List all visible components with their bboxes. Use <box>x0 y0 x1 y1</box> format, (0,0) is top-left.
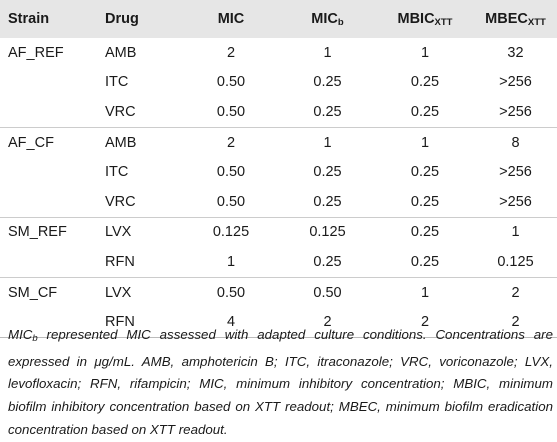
table-row: SM_CF LVX 0.50 0.50 1 2 <box>0 276 557 308</box>
cell-strain: SM_CF <box>0 276 103 308</box>
cell-mbec-xtt: 0.125 <box>497 253 534 270</box>
cell-mbec-xtt: 1 <box>474 216 557 248</box>
cell-drug: AMB <box>105 44 137 61</box>
cell-micb: 1 <box>323 44 332 61</box>
cell-mbic-xtt: 1 <box>376 126 474 158</box>
cell-micb: 0.50 <box>279 276 376 308</box>
cell-mic: 4 <box>226 314 236 331</box>
cell-mbec-xtt: 8 <box>474 126 557 158</box>
cell-drug: VRC <box>105 103 136 120</box>
table-header-row: Strain Drug MIC MICb MBICXTT MBECXTT <box>0 0 557 38</box>
cell-mic: 0.50 <box>216 103 246 120</box>
cell-mbec-xtt: 2 <box>474 276 557 308</box>
table-row: RFN 4 2 2 2 <box>0 307 557 337</box>
cell-mic: 1 <box>226 253 236 270</box>
cell-mic: 0.50 <box>216 164 246 181</box>
table-row: ITC 0.50 0.25 0.25 >256 <box>0 157 557 187</box>
cell-strain <box>0 97 103 127</box>
table-row: VRC 0.50 0.25 0.25 >256 <box>0 187 557 217</box>
cell-mbic-xtt: 0.25 <box>410 253 440 270</box>
header-drug: Drug <box>105 11 139 27</box>
cell-strain <box>0 187 103 217</box>
cell-micb: 0.25 <box>313 253 342 270</box>
cell-mbec-xtt: 32 <box>507 44 524 61</box>
cell-micb: 2 <box>323 314 332 331</box>
cell-strain <box>0 157 103 187</box>
cell-mic: 0.50 <box>183 276 279 308</box>
cell-mbic-xtt: 2 <box>420 314 430 331</box>
cell-drug: AMB <box>103 126 183 158</box>
header-mbec-xtt: MBECXTT <box>485 10 546 28</box>
cell-strain <box>0 247 103 277</box>
cell-mic: 0.125 <box>183 216 279 248</box>
cell-mbic-xtt: 0.25 <box>410 164 440 181</box>
results-table: Strain Drug MIC MICb MBICXTT MBECXTT AF_… <box>0 0 557 338</box>
cell-mbec-xtt: 2 <box>511 314 520 331</box>
header-mbic-xtt: MBICXTT <box>397 10 453 28</box>
cell-drug: RFN <box>105 253 135 270</box>
cell-strain: AF_REF <box>8 44 64 61</box>
table-body: AF_REF AMB 2 1 1 32 ITC 0.50 0.25 0.25 >256 VRC 0.50… <box>0 38 557 337</box>
cell-mbic-xtt: 0.25 <box>410 74 440 91</box>
cell-mbic-xtt: 1 <box>376 276 474 308</box>
table-row: AF_CF AMB 2 1 1 8 <box>0 126 557 158</box>
cell-drug: RFN <box>105 314 135 331</box>
cell-mic: 2 <box>226 44 236 61</box>
cell-mbic-xtt: 0.25 <box>376 216 474 248</box>
cell-drug: ITC <box>105 164 129 181</box>
header-mic: MIC <box>217 11 245 27</box>
cell-mic: 2 <box>183 126 279 158</box>
table-row: RFN 1 0.25 0.25 0.125 <box>0 247 557 277</box>
cell-micb: 0.25 <box>313 193 342 210</box>
cell-micb: 0.125 <box>279 216 376 248</box>
cell-drug: ITC <box>105 74 129 91</box>
cell-mbec-xtt: >256 <box>499 164 532 181</box>
cell-mic: 0.50 <box>216 74 246 91</box>
table-row: VRC 0.50 0.25 0.25 >256 <box>0 97 557 127</box>
cell-strain: AF_CF <box>0 126 103 158</box>
cell-mbic-xtt: 0.25 <box>410 193 440 210</box>
table-row: SM_REF LVX 0.125 0.125 0.25 1 <box>0 216 557 248</box>
cell-mbic-xtt: 1 <box>420 44 430 61</box>
cell-micb: 0.25 <box>313 103 342 120</box>
cell-mic: 0.50 <box>216 193 246 210</box>
table-row: AF_REF AMB 2 1 1 32 <box>0 38 557 68</box>
cell-strain <box>0 68 103 98</box>
header-strain: Strain <box>8 11 50 27</box>
cell-mbic-xtt: 0.25 <box>410 103 440 120</box>
table-footnote: MICb represented MIC assessed with adapt… <box>8 327 553 437</box>
cell-drug: LVX <box>103 276 183 308</box>
cell-micb: 0.25 <box>313 74 342 91</box>
cell-micb: 0.25 <box>313 164 342 181</box>
cell-mbec-xtt: >256 <box>499 74 532 91</box>
cell-drug: LVX <box>103 216 183 248</box>
cell-strain: SM_REF <box>0 216 103 248</box>
cell-mbec-xtt: >256 <box>499 193 532 210</box>
header-micb: MICb <box>311 10 344 28</box>
cell-drug: VRC <box>105 193 136 210</box>
cell-mbec-xtt: >256 <box>499 103 532 120</box>
table-row: ITC 0.50 0.25 0.25 >256 <box>0 68 557 98</box>
cell-micb: 1 <box>279 126 376 158</box>
